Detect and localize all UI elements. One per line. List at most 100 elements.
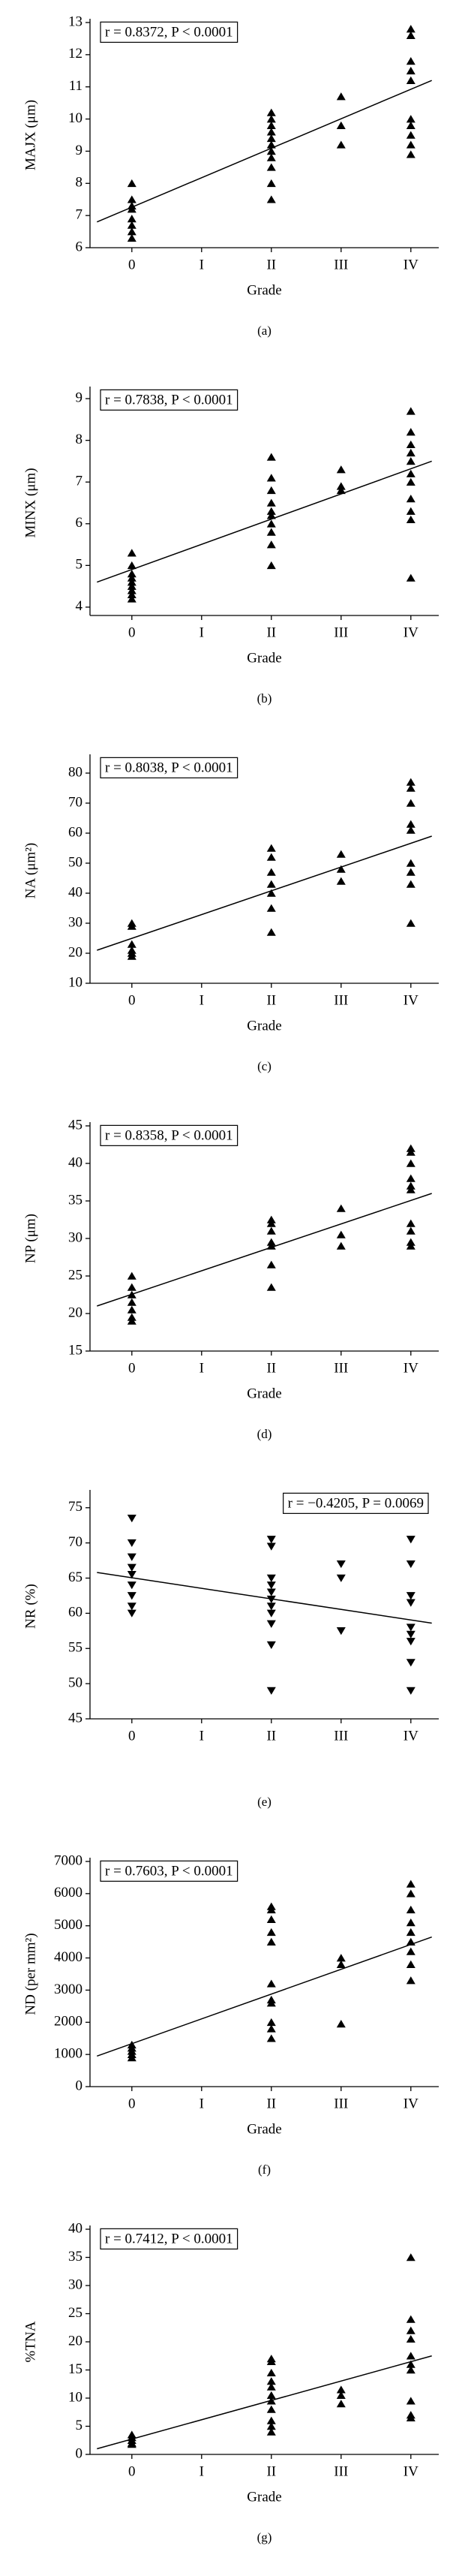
data-point [406, 57, 416, 65]
x-tick-label: I [200, 2096, 204, 2111]
data-point [266, 147, 276, 155]
y-tick-label: 20 [68, 1305, 82, 1320]
y-tick-label: 70 [68, 1534, 82, 1550]
data-point [406, 1159, 416, 1167]
data-point [127, 1305, 136, 1314]
data-point [406, 1918, 416, 1927]
data-point [406, 76, 416, 84]
x-tick-label: 0 [128, 2463, 136, 2479]
data-point [406, 407, 416, 415]
data-point [266, 1588, 276, 1596]
annotation-box [100, 21, 238, 43]
annotation: r = 0.8372, P < 0.0001 [105, 24, 233, 40]
data-point [127, 233, 136, 242]
data-point [127, 578, 136, 586]
data-point [266, 453, 276, 461]
data-point [266, 2377, 276, 2385]
data-point [266, 1979, 276, 1988]
y-tick-label: 0 [76, 2445, 83, 2461]
y-tick-label: 35 [68, 2249, 82, 2265]
y-tick-label: 55 [68, 1640, 82, 1656]
data-point [266, 540, 276, 549]
data-point [127, 1609, 136, 1618]
data-point [406, 1659, 416, 1667]
data-point [406, 469, 416, 477]
data-point [336, 140, 346, 149]
panel-caption: (e) [257, 1795, 272, 1809]
y-tick-label: 35 [68, 1192, 82, 1208]
regression-line [97, 80, 432, 223]
y-tick-label: 12 [68, 46, 82, 62]
y-tick-label: 40 [68, 2220, 82, 2236]
y-tick-label: 2000 [54, 2014, 82, 2030]
x-tick-label: III [334, 992, 348, 1008]
data-point [336, 850, 346, 858]
data-point [127, 590, 136, 599]
data-point [127, 582, 136, 590]
x-tick-label: III [334, 1728, 348, 1744]
y-tick-label: 30 [68, 914, 82, 930]
data-point [406, 2326, 416, 2334]
x-tick-label: III [334, 624, 348, 640]
y-axis-label: MAJX (μm) [22, 100, 38, 170]
data-point [336, 2400, 346, 2408]
data-point [127, 1571, 136, 1579]
data-point [266, 1241, 276, 1250]
y-tick-label: 70 [68, 794, 82, 810]
data-point [266, 1602, 276, 1611]
data-point [266, 1536, 276, 1544]
regression-line [97, 1572, 432, 1624]
data-point [336, 1574, 346, 1582]
data-point [127, 922, 136, 930]
data-point [266, 179, 276, 188]
data-point [406, 2253, 416, 2262]
data-point [406, 1687, 416, 1695]
x-tick-label: 0 [128, 624, 136, 640]
y-tick-label: 10 [68, 110, 82, 126]
x-tick-label: 0 [128, 2096, 136, 2111]
y-axis-label: ND (per mm²) [22, 1933, 38, 2015]
x-tick-label: IV [404, 1360, 418, 1376]
x-tick-label: II [266, 2096, 276, 2111]
x-axis-label: Grade [247, 2489, 281, 2505]
x-tick-label: II [266, 257, 276, 272]
data-point [127, 570, 136, 578]
data-point [406, 868, 416, 876]
data-point [406, 2397, 416, 2405]
x-tick-label: 0 [128, 1728, 136, 1744]
data-point [266, 519, 276, 528]
panel-caption: (g) [257, 2530, 272, 2544]
data-point [406, 784, 416, 792]
data-point [336, 1954, 346, 1962]
data-point [127, 940, 136, 948]
panel-caption: (c) [257, 1059, 272, 1073]
data-point [406, 1148, 416, 1156]
y-tick-label: 60 [68, 1605, 82, 1621]
regression-line [97, 2355, 432, 2450]
y-tick-label: 60 [68, 824, 82, 840]
data-point [336, 1241, 346, 1250]
data-point [406, 66, 416, 75]
annotation: r = 0.7838, P < 0.0001 [105, 392, 233, 408]
regression-line [97, 1937, 432, 2057]
y-tick-label: 6000 [54, 1885, 82, 1900]
data-point [266, 134, 276, 143]
data-point [127, 1271, 136, 1280]
data-point [406, 1599, 416, 1607]
data-point [406, 1630, 416, 1639]
x-axis-label: Grade [247, 1018, 281, 1034]
data-point [266, 2382, 276, 2391]
data-point [127, 1553, 136, 1561]
x-tick-label: II [266, 992, 276, 1008]
data-point [336, 92, 346, 101]
data-point [406, 507, 416, 515]
data-point [336, 877, 346, 885]
data-point [127, 2440, 136, 2448]
y-tick-label: 30 [68, 1229, 82, 1245]
data-point [336, 121, 346, 129]
data-point [406, 440, 416, 449]
x-tick-label: III [334, 2096, 348, 2111]
